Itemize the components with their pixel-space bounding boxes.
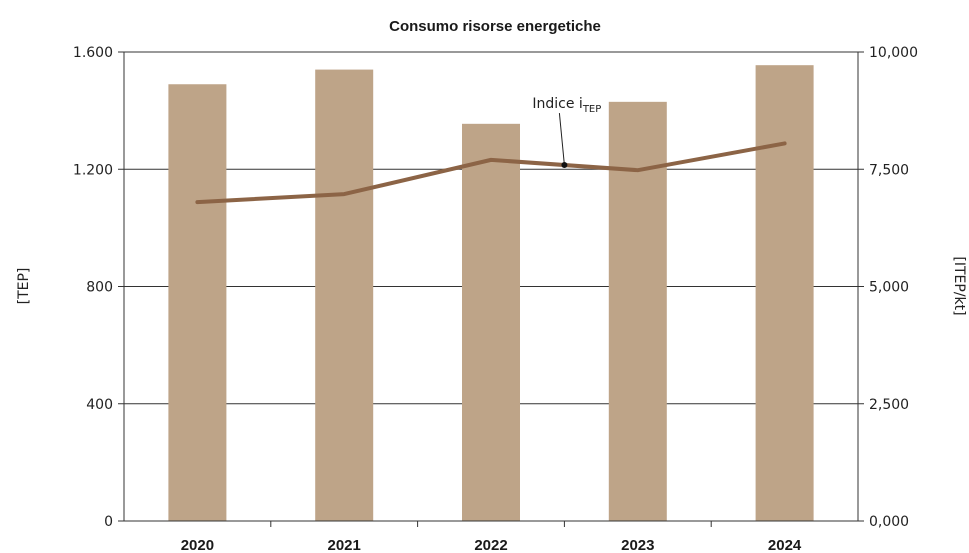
axes — [118, 51, 864, 527]
left-tick-label: 1.600 — [73, 45, 113, 61]
left-tick-label: 800 — [86, 280, 113, 296]
annotation-dot — [561, 162, 568, 169]
annotation-leader — [558, 112, 565, 166]
index-line — [195, 141, 787, 205]
bar — [315, 69, 374, 522]
series-line — [195, 141, 787, 205]
bar — [462, 123, 520, 522]
right-axis-label: [ITEP/kt] — [951, 256, 967, 315]
chart-title: Consumo risorse energetiche — [389, 18, 601, 35]
right-tick-label: 7,500 — [869, 162, 909, 178]
category-label: 2020 — [181, 537, 214, 553]
tick-labels: 0 0,000 400 2,500 800 5,000 1.200 7,500 1.600 10,… — [73, 45, 918, 553]
left-axis-label: [TEP] — [16, 268, 32, 305]
annotation-label-subscript: TEP — [582, 104, 601, 115]
right-tick-label: 0,000 — [869, 514, 909, 530]
right-tick-label: 5,000 — [869, 280, 909, 296]
bar — [168, 84, 227, 522]
right-tick-label: 2,500 — [869, 397, 909, 413]
left-tick-label: 400 — [86, 397, 113, 413]
bar — [755, 65, 814, 522]
annotation-label-main: Indice i — [532, 96, 582, 112]
left-tick-label: 1.200 — [73, 162, 113, 178]
left-tick-label: 0 — [104, 514, 113, 530]
category-label: 2022 — [474, 537, 507, 553]
category-label: 2024 — [768, 537, 802, 553]
line-annotation: Indice iTEP — [532, 96, 601, 169]
category-label: 2023 — [621, 537, 654, 553]
bars — [168, 65, 814, 522]
annotation-label: Indice iTEP — [532, 96, 601, 115]
category-label: 2021 — [328, 537, 361, 553]
right-tick-label: 10,000 — [869, 45, 918, 61]
